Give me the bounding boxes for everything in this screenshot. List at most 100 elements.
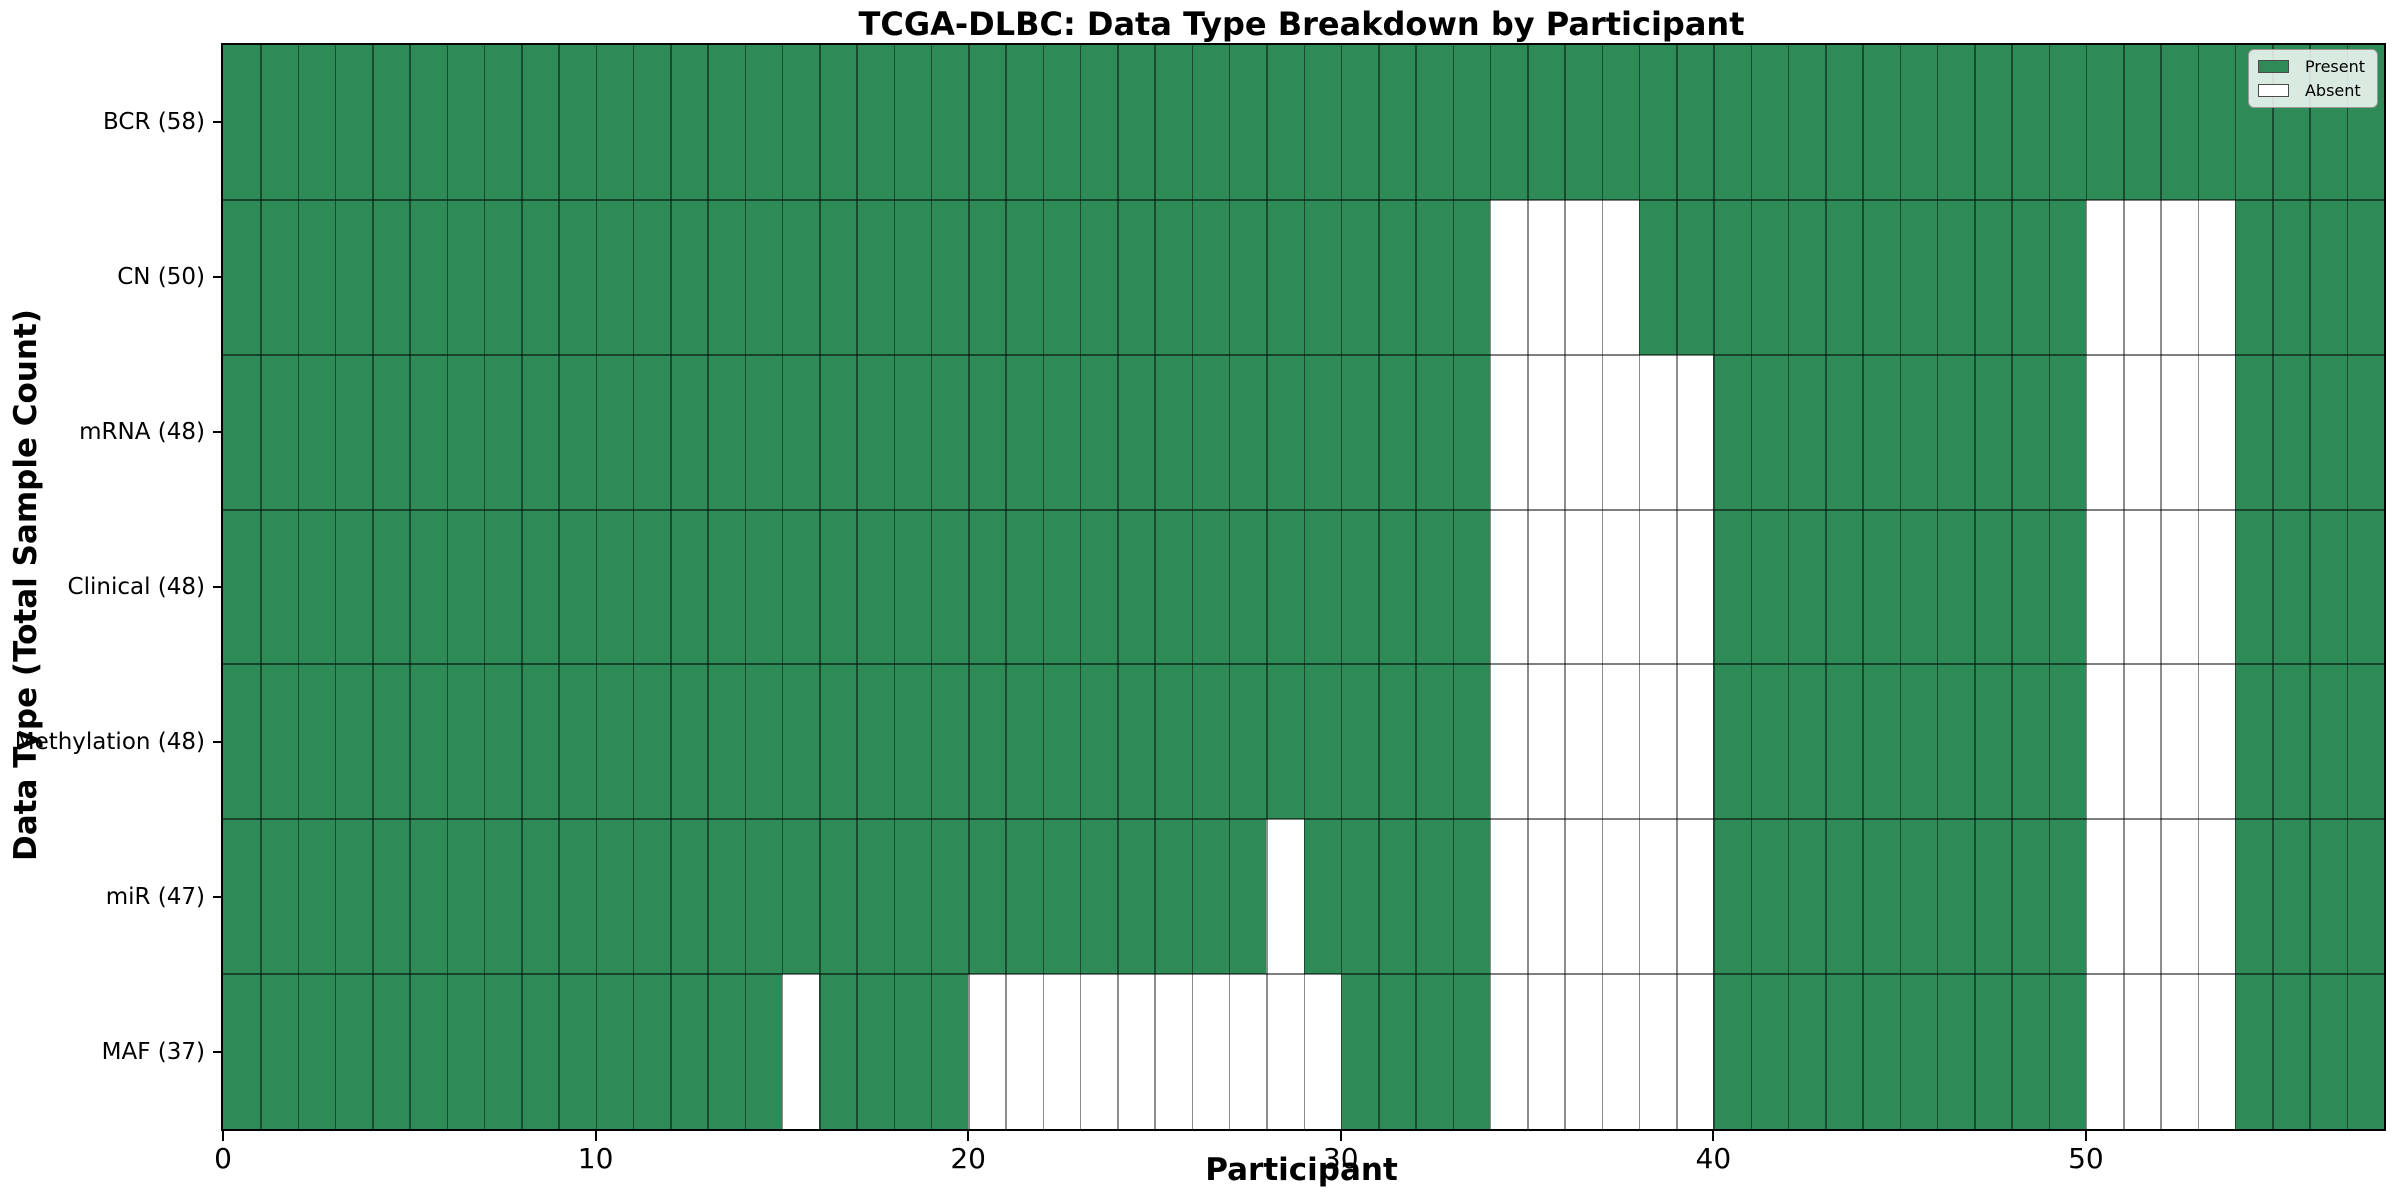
heatmap-cell: [744, 819, 782, 975]
heatmap-cell: [1974, 354, 2012, 510]
heatmap-cell: [1564, 974, 1602, 1129]
heatmap-cell: [1638, 819, 1677, 975]
heatmap-cell: [1191, 974, 1229, 1129]
heatmap-cell: [1899, 354, 1937, 510]
heatmap-cell: [595, 509, 633, 665]
legend: Present Absent: [2247, 49, 2378, 108]
y-tick-mark: [213, 895, 223, 898]
heatmap-cell: [1452, 509, 1490, 665]
heatmap-cell: [1117, 664, 1155, 820]
heatmap-cell: [2346, 664, 2384, 820]
heatmap-cell: [297, 664, 335, 820]
heatmap-cell: [483, 354, 522, 510]
heatmap-cell: [670, 45, 708, 200]
heatmap-cell: [1862, 974, 1900, 1129]
heatmap-cell: [1266, 199, 1304, 355]
heatmap-cell: [446, 664, 484, 820]
heatmap-cell: [930, 819, 969, 975]
x-tick-label: 50: [2068, 1142, 2104, 1175]
heatmap-cell: [1527, 45, 1565, 200]
heatmap-cell: [1825, 199, 1863, 355]
heatmap-cell: [2272, 354, 2310, 510]
heatmap-cell: [1601, 45, 1639, 200]
heatmap-cell: [1378, 974, 1416, 1129]
heatmap-cell: [1713, 354, 1751, 510]
heatmap-cell: [521, 819, 559, 975]
heatmap-cell: [1378, 45, 1416, 200]
x-tick-label: 20: [950, 1142, 986, 1175]
heatmap-cell: [744, 664, 782, 820]
heatmap-cell: [2160, 819, 2198, 975]
heatmap-cell: [1228, 509, 1267, 665]
heatmap-cell: [670, 354, 708, 510]
heatmap-cell: [1676, 45, 1714, 200]
heatmap-cell: [1676, 509, 1714, 665]
heatmap-cell: [334, 664, 373, 820]
heatmap-cell: [670, 974, 708, 1129]
heatmap-cell: [1079, 509, 1118, 665]
heatmap-cell: [446, 819, 484, 975]
heatmap-cell: [781, 974, 820, 1129]
heatmap-cell: [1266, 509, 1304, 665]
heatmap-cell: [521, 509, 559, 665]
heatmap-cell: [707, 664, 745, 820]
heatmap-cell: [744, 509, 782, 665]
legend-swatch-present-icon: [2257, 60, 2289, 73]
heatmap-cell: [1713, 45, 1751, 200]
heatmap-cell: [446, 974, 484, 1129]
heatmap-cell: [2309, 354, 2347, 510]
heatmap-cell: [1117, 45, 1155, 200]
heatmap-cell: [334, 509, 373, 665]
heatmap-cell: [1601, 974, 1639, 1129]
heatmap-cell: [297, 509, 335, 665]
heatmap-cell: [1564, 354, 1602, 510]
heatmap-cell: [1564, 199, 1602, 355]
heatmap-cell: [2085, 819, 2124, 975]
heatmap-cell: [2234, 974, 2273, 1129]
heatmap-cell: [260, 199, 298, 355]
heatmap-cell: [1452, 664, 1490, 820]
heatmap-cell: [1303, 664, 1341, 820]
heatmap-cell: [2085, 974, 2124, 1129]
heatmap-cell: [1862, 664, 1900, 820]
heatmap-cell: [483, 974, 522, 1129]
heatmap-cell: [968, 509, 1006, 665]
heatmap-cell: [1378, 354, 1416, 510]
y-tick-label: BCR (58): [103, 109, 205, 136]
heatmap-cell: [1079, 354, 1118, 510]
heatmap-cell: [1191, 509, 1229, 665]
heatmap-cell: [1340, 509, 1379, 665]
heatmap-cell: [223, 354, 261, 510]
heatmap-cell: [2011, 199, 2049, 355]
heatmap-cell: [781, 199, 820, 355]
heatmap-cell: [2160, 974, 2198, 1129]
heatmap-cell: [856, 45, 894, 200]
heatmap-cell: [2309, 664, 2347, 820]
heatmap-cell: [1042, 199, 1080, 355]
heatmap-cell: [1452, 819, 1490, 975]
heatmap-cell: [1899, 974, 1937, 1129]
heatmap-cell: [1303, 974, 1341, 1129]
heatmap-cell: [595, 45, 633, 200]
heatmap-cell: [1340, 45, 1379, 200]
heatmap-cell: [819, 509, 857, 665]
heatmap-cell: [1601, 199, 1639, 355]
heatmap-cell: [1303, 819, 1341, 975]
heatmap-cell: [1527, 199, 1565, 355]
heatmap-cell: [1489, 45, 1528, 200]
heatmap-cell: [521, 45, 559, 200]
heatmap-cell: [1676, 974, 1714, 1129]
heatmap-cell: [930, 45, 969, 200]
heatmap-cell: [1638, 45, 1677, 200]
heatmap-cell: [632, 509, 671, 665]
heatmap-cell: [2011, 354, 2049, 510]
heatmap-cell: [1042, 819, 1080, 975]
heatmap-cell: [1564, 819, 1602, 975]
heatmap-cell: [2160, 354, 2198, 510]
heatmap-cell: [2011, 974, 2049, 1129]
heatmap-cell: [930, 664, 969, 820]
heatmap-cell: [1676, 199, 1714, 355]
heatmap-cell: [558, 664, 596, 820]
heatmap-cell: [372, 199, 410, 355]
x-tick-label: 0: [214, 1142, 232, 1175]
